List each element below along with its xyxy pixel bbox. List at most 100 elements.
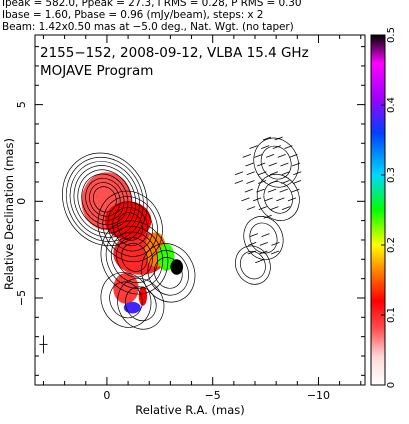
evpa-tick-1 bbox=[249, 233, 259, 238]
evpa-tick-0 bbox=[252, 197, 262, 202]
evpa-tick-0 bbox=[246, 180, 255, 184]
evpa-tick-0 bbox=[281, 206, 291, 210]
evpa-tick-0 bbox=[246, 171, 255, 176]
header-line-1: Ipeak = 582.0, Ppeak = 27.3, I RMS = 0.2… bbox=[2, 0, 302, 9]
evpa-tick-0 bbox=[234, 180, 243, 184]
evpa-tick-0 bbox=[254, 153, 263, 158]
evpa-tick-0 bbox=[293, 171, 302, 176]
evpa-tick-0 bbox=[242, 153, 251, 158]
intensity-contour-6-1 bbox=[260, 145, 292, 180]
intensity-contour-0-6 bbox=[73, 165, 136, 234]
evpa-tick-0 bbox=[277, 153, 286, 158]
evpa-tick-0 bbox=[265, 153, 275, 158]
evpa-tick-0 bbox=[256, 188, 265, 193]
intensity-contour-9-1 bbox=[239, 250, 266, 280]
intensity-contour-4-1 bbox=[109, 281, 143, 319]
intensity-contour-0-8 bbox=[65, 156, 144, 242]
pol-fraction-patch-7 bbox=[123, 301, 141, 314]
header-line-3: Beam: 1.42x0.50 mas at −5.0 deg., Nat. W… bbox=[2, 21, 294, 33]
y-tick-label: −5 bbox=[15, 290, 28, 306]
evpa-tick-1 bbox=[259, 250, 268, 255]
pol-fraction-patch-6 bbox=[113, 272, 139, 304]
intensity-contour-3-1 bbox=[153, 257, 183, 289]
evpa-tick-0 bbox=[261, 145, 270, 150]
evpa-tick-0 bbox=[267, 188, 277, 193]
evpa-tick-0 bbox=[245, 162, 254, 167]
chart-subtitle: MOJAVE Program bbox=[40, 63, 153, 79]
colorbar-tick-label: 0.1 bbox=[386, 307, 397, 323]
evpa-tick-0 bbox=[280, 162, 289, 167]
colorbar-tick-label: 0.3 bbox=[386, 167, 397, 183]
intensity-contour-0-9 bbox=[62, 152, 148, 247]
evpa-tick-0 bbox=[272, 145, 281, 150]
intensity-contour-1-1 bbox=[117, 212, 144, 241]
x-tick-label: −5 bbox=[205, 389, 221, 402]
chart-title: 2155−152, 2008-09-12, VLBA 15.4 GHz bbox=[40, 45, 309, 61]
y-tick-label: 0 bbox=[15, 198, 28, 205]
evpa-tick-0 bbox=[249, 145, 258, 150]
colorbar-tick-label: 0.2 bbox=[386, 237, 397, 253]
evpa-tick-0 bbox=[279, 188, 288, 193]
x-tick-label: −10 bbox=[307, 389, 330, 402]
intensity-contour-0-4 bbox=[81, 173, 129, 226]
x-axis-label: Relative R.A. (mas) bbox=[135, 403, 244, 417]
intensity-contour-2-4 bbox=[105, 226, 164, 289]
evpa-tick-0 bbox=[281, 171, 290, 176]
evpa-tick-0 bbox=[287, 197, 297, 202]
pol-fraction-patch-5 bbox=[170, 259, 184, 275]
intensity-contour-2-3 bbox=[110, 231, 158, 284]
intensity-contour-2-1 bbox=[121, 242, 148, 272]
evpa-tick-0 bbox=[263, 214, 272, 219]
evpa-tick-1 bbox=[247, 250, 256, 255]
evpa-tick-1 bbox=[261, 233, 270, 238]
pol-fraction-patch-8 bbox=[138, 286, 148, 306]
intensity-contour-0-2 bbox=[89, 182, 121, 217]
evpa-tick-0 bbox=[291, 162, 301, 167]
intensity-contour-8-2 bbox=[243, 216, 284, 260]
evpa-tick-0 bbox=[268, 162, 277, 167]
y-tick-label: 5 bbox=[15, 101, 28, 108]
evpa-tick-0 bbox=[258, 171, 267, 176]
intensity-contour-1-3 bbox=[107, 201, 153, 252]
evpa-tick-1 bbox=[248, 241, 257, 246]
evpa-tick-0 bbox=[291, 188, 300, 193]
y-axis-label: Relative Declination (mas) bbox=[2, 138, 16, 290]
evpa-tick-1 bbox=[255, 259, 264, 264]
x-tick-label: 0 bbox=[103, 389, 110, 402]
intensity-contour-7-2 bbox=[256, 173, 300, 221]
evpa-tick-0 bbox=[289, 153, 298, 158]
header-line-2: Ibase = 1.60, Pbase = 0.96 (mJy/beam), s… bbox=[2, 9, 264, 21]
evpa-tick-0 bbox=[269, 171, 279, 176]
evpa-tick-0 bbox=[246, 206, 256, 210]
evpa-tick-0 bbox=[292, 180, 302, 184]
evpa-tick-0 bbox=[258, 206, 267, 210]
evpa-tick-0 bbox=[281, 180, 290, 184]
intensity-contour-0-1 bbox=[92, 186, 117, 213]
intensity-contour-2-2 bbox=[116, 237, 153, 278]
evpa-tick-1 bbox=[270, 250, 280, 255]
evpa-tick-0 bbox=[270, 206, 279, 210]
intensity-contour-3-2 bbox=[147, 250, 189, 296]
evpa-tick-0 bbox=[241, 197, 250, 202]
evpa-tick-0 bbox=[262, 136, 272, 141]
intensity-contour-5-1 bbox=[124, 286, 157, 322]
evpa-tick-0 bbox=[264, 197, 273, 202]
evpa-tick-0 bbox=[257, 162, 266, 167]
evpa-tick-0 bbox=[269, 180, 278, 184]
plot-frame bbox=[34, 34, 366, 386]
colorbar-tick-label: 0.4 bbox=[386, 97, 397, 113]
colorbar bbox=[370, 34, 386, 386]
intensity-contour-9-2 bbox=[235, 245, 271, 285]
intensity-contour-8-1 bbox=[249, 222, 278, 254]
evpa-tick-1 bbox=[259, 241, 268, 246]
colorbar-tick-label: 0 bbox=[386, 382, 397, 388]
evpa-tick-0 bbox=[234, 171, 244, 176]
colorbar-tick-label: 0.5 bbox=[386, 27, 397, 43]
intensity-contour-1-4 bbox=[102, 196, 158, 257]
evpa-tick-0 bbox=[276, 197, 285, 202]
intensity-contour-1-5 bbox=[97, 190, 163, 263]
evpa-tick-0 bbox=[244, 188, 253, 193]
evpa-tick-0 bbox=[257, 180, 267, 184]
evpa-tick-0 bbox=[284, 145, 293, 150]
